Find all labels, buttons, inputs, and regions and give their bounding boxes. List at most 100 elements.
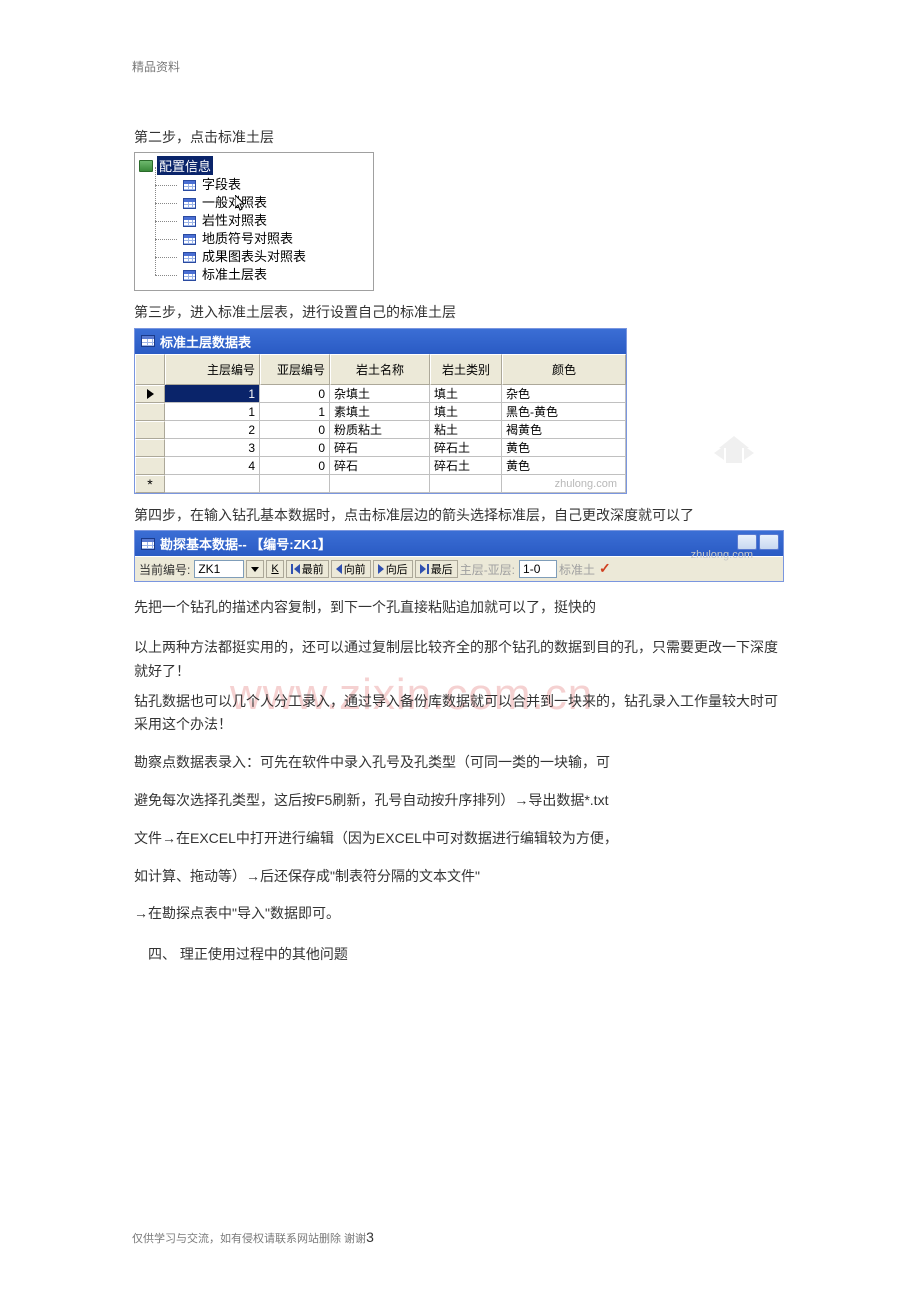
table-icon — [183, 234, 196, 245]
tree-item-label: 成果图表头对照表 — [202, 248, 306, 266]
prev-button[interactable]: 向前 — [331, 560, 371, 578]
cursor-icon — [235, 195, 247, 213]
paragraph: 如计算、拖动等）→后还保存成"制表符分隔的文本文件" — [134, 865, 784, 889]
cell[interactable]: 碎石 — [330, 457, 430, 475]
footer: 仅供学习与交流，如有侵权请联系网站删除 谢谢3 — [132, 1229, 374, 1246]
cell[interactable] — [330, 475, 430, 493]
table-icon — [183, 180, 196, 191]
current-id-input[interactable]: ZK1 — [194, 560, 244, 578]
cell[interactable]: 黄色 — [502, 457, 626, 475]
table-icon — [183, 252, 196, 263]
footer-text: 仅供学习与交流，如有侵权请联系网站删除 谢谢 — [132, 1233, 366, 1245]
table-row[interactable]: 1 0 杂填土 填土 杂色 — [135, 385, 626, 403]
tree-item-label: 地质符号对照表 — [202, 230, 293, 248]
window-buttons — [737, 534, 779, 550]
cell[interactable]: 黑色-黄色 — [502, 403, 626, 421]
tree-item[interactable]: 成果图表头对照表 — [135, 248, 373, 266]
paragraph: 勘察点数据表录入：可先在软件中录入孔号及孔类型（可同一类的一块输，可 — [134, 751, 784, 775]
col-header[interactable]: 主层编号 — [165, 354, 260, 385]
cell[interactable]: 4 — [165, 457, 260, 475]
table-titlebar: 标准土层数据表 — [135, 329, 626, 354]
cell[interactable] — [260, 475, 330, 493]
tree-item[interactable]: 地质符号对照表 — [135, 230, 373, 248]
grid-header: 主层编号 亚层编号 岩土名称 岩土类别 颜色 — [135, 354, 626, 385]
table-row[interactable]: 2 0 粉质粘土 粘土 褐黄色 — [135, 421, 626, 439]
toolbar-titlebar: 勘探基本数据-- 【编号:ZK1】 — [135, 531, 783, 556]
cell[interactable]: 褐黄色 — [502, 421, 626, 439]
prev-icon — [336, 564, 342, 574]
row-marker — [135, 439, 165, 457]
std-soil-label: 标准土 — [559, 561, 595, 578]
cell[interactable]: 0 — [260, 385, 330, 403]
cell[interactable]: 1 — [165, 403, 260, 421]
cell[interactable]: 粉质粘土 — [330, 421, 430, 439]
paragraph: 避免每次选择孔类型，这后按F5刷新，孔号自动按升序排列）→导出数据*.txt — [134, 789, 784, 813]
current-id-label: 当前编号: — [139, 561, 190, 578]
layer-input[interactable]: 1-0 — [519, 560, 557, 578]
cell[interactable]: 碎石土 — [430, 439, 502, 457]
tree-item[interactable]: 岩性对照表 — [135, 212, 373, 230]
tree-item[interactable]: 一般对照表 — [135, 194, 373, 212]
table-row[interactable]: 3 0 碎石 碎石土 黄色 — [135, 439, 626, 457]
minimize-button[interactable] — [737, 534, 757, 550]
step-4-text: 第四步，在输入钻孔基本数据时，点击标准层边的箭头选择标准层，自己更改深度就可以了 — [134, 504, 784, 526]
step-3-text: 第三步，进入标准土层表，进行设置自己的标准土层 — [134, 301, 784, 323]
tree-item-label: 岩性对照表 — [202, 212, 267, 230]
last-button[interactable]: 最后 — [415, 560, 458, 578]
col-header[interactable]: 岩土类别 — [430, 354, 502, 385]
cell[interactable]: 素填土 — [330, 403, 430, 421]
col-header[interactable]: 岩土名称 — [330, 354, 430, 385]
cell[interactable]: 3 — [165, 439, 260, 457]
cell[interactable]: 粘土 — [430, 421, 502, 439]
check-icon[interactable] — [599, 562, 613, 576]
tree-root[interactable]: 配置信息 — [135, 155, 373, 176]
tree-item[interactable]: 字段表 — [135, 176, 373, 194]
cell[interactable]: 0 — [260, 421, 330, 439]
tree-root-label: 配置信息 — [157, 156, 213, 175]
row-marker — [135, 421, 165, 439]
cell[interactable]: 1 — [165, 385, 260, 403]
dropdown-button[interactable] — [246, 560, 264, 578]
next-button[interactable]: 向后 — [373, 560, 413, 578]
table-icon — [183, 198, 196, 209]
data-grid[interactable]: 主层编号 亚层编号 岩土名称 岩土类别 颜色 1 0 杂填土 填土 杂色 1 — [135, 354, 626, 493]
table-row[interactable]: 4 0 碎石 碎石土 黄色 — [135, 457, 626, 475]
col-header[interactable]: 颜色 — [502, 354, 626, 385]
next-icon — [378, 564, 384, 574]
last-icon — [420, 564, 426, 574]
cell[interactable]: 0 — [260, 457, 330, 475]
section-4-title: 四、 理正使用过程中的其他问题 — [134, 944, 784, 964]
window-icon — [141, 538, 155, 550]
cell[interactable]: 碎石土 — [430, 457, 502, 475]
cell[interactable]: 杂填土 — [330, 385, 430, 403]
maximize-button[interactable] — [759, 534, 779, 550]
tree-item-label: 字段表 — [202, 176, 241, 194]
cell[interactable]: 杂色 — [502, 385, 626, 403]
cell[interactable]: 黄色 — [502, 439, 626, 457]
paragraph: 先把一个钻孔的描述内容复制，到下一个孔直接粘贴追加就可以了，挺快的 — [134, 596, 784, 620]
table-title: 标准土层数据表 — [160, 332, 251, 351]
cell[interactable] — [165, 475, 260, 493]
row-marker — [135, 403, 165, 421]
cell[interactable]: 填土 — [430, 385, 502, 403]
paragraph: →在勘探点表中"导入"数据即可。 — [134, 902, 784, 926]
table-row[interactable]: 1 1 素填土 填土 黑色-黄色 — [135, 403, 626, 421]
cell[interactable] — [430, 475, 502, 493]
toolbar: 当前编号: ZK1 K 最前 向前 向后 最后 主层-亚层: 1-0 标准土 — [135, 556, 783, 581]
cell[interactable]: 碎石 — [330, 439, 430, 457]
row-marker — [135, 385, 165, 403]
grid-watermark: zhulong.com — [502, 475, 626, 493]
step-2-text: 第二步，点击标准土层 — [134, 126, 784, 148]
cell[interactable]: 0 — [260, 439, 330, 457]
first-button[interactable]: 最前 — [286, 560, 329, 578]
header-label: 精品资料 — [132, 58, 180, 75]
window-icon — [141, 335, 155, 347]
tree-item[interactable]: 标准土层表 — [135, 266, 373, 284]
cell[interactable]: 2 — [165, 421, 260, 439]
zhulong-logo-icon — [704, 428, 764, 478]
k-button[interactable]: K — [266, 560, 283, 578]
col-header[interactable]: 亚层编号 — [260, 354, 330, 385]
new-row[interactable]: zhulong.com — [135, 475, 626, 493]
cell[interactable]: 填土 — [430, 403, 502, 421]
cell[interactable]: 1 — [260, 403, 330, 421]
